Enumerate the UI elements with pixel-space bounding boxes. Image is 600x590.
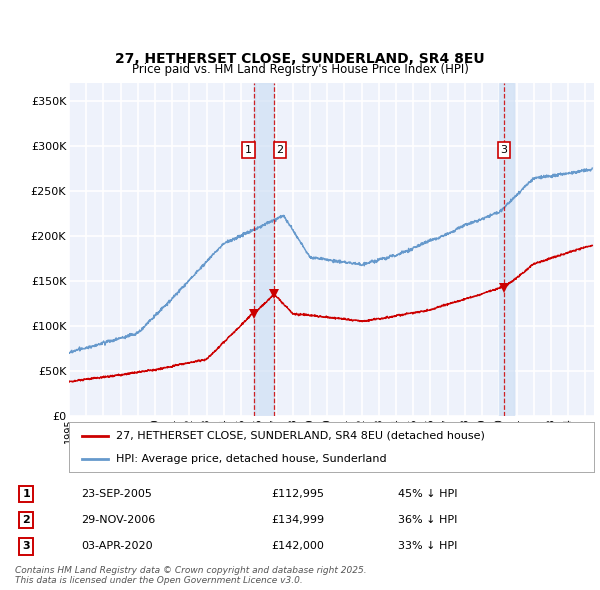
Text: 27, HETHERSET CLOSE, SUNDERLAND, SR4 8EU: 27, HETHERSET CLOSE, SUNDERLAND, SR4 8EU <box>115 52 485 66</box>
Text: £142,000: £142,000 <box>271 542 324 552</box>
Text: 2: 2 <box>277 145 284 155</box>
Text: 45% ↓ HPI: 45% ↓ HPI <box>398 489 457 499</box>
Text: 29-NOV-2006: 29-NOV-2006 <box>81 515 155 525</box>
Text: Price paid vs. HM Land Registry's House Price Index (HPI): Price paid vs. HM Land Registry's House … <box>131 63 469 76</box>
Bar <box>254 83 274 416</box>
Text: Contains HM Land Registry data © Crown copyright and database right 2025.
This d: Contains HM Land Registry data © Crown c… <box>15 566 367 585</box>
Text: 3: 3 <box>500 145 508 155</box>
Text: 03-APR-2020: 03-APR-2020 <box>81 542 153 552</box>
Text: 1: 1 <box>23 489 30 499</box>
Text: 2: 2 <box>23 515 30 525</box>
Text: HPI: Average price, detached house, Sunderland: HPI: Average price, detached house, Sund… <box>116 454 387 464</box>
Text: 27, HETHERSET CLOSE, SUNDERLAND, SR4 8EU (detached house): 27, HETHERSET CLOSE, SUNDERLAND, SR4 8EU… <box>116 431 485 441</box>
Text: 1: 1 <box>245 145 252 155</box>
Text: £112,995: £112,995 <box>271 489 324 499</box>
Text: 3: 3 <box>23 542 30 552</box>
Text: 23-SEP-2005: 23-SEP-2005 <box>81 489 152 499</box>
Text: 33% ↓ HPI: 33% ↓ HPI <box>398 542 457 552</box>
Text: £134,999: £134,999 <box>271 515 325 525</box>
Text: 36% ↓ HPI: 36% ↓ HPI <box>398 515 457 525</box>
Bar <box>499 83 514 416</box>
